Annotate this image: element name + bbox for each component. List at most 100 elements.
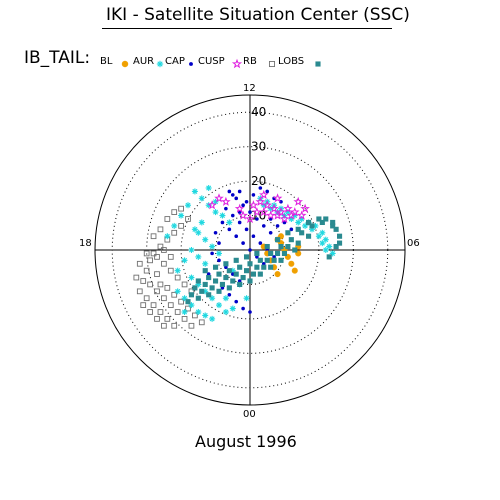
point-cusp bbox=[248, 310, 252, 314]
point-orbit-track bbox=[250, 271, 257, 277]
point-orbit-track bbox=[336, 233, 343, 239]
point-orbit-track bbox=[206, 292, 212, 298]
point-lobs bbox=[157, 226, 164, 233]
point-cusp bbox=[234, 234, 239, 239]
point-orbit-track bbox=[188, 292, 195, 298]
point-cusp bbox=[251, 234, 256, 239]
point-orbit-track bbox=[185, 299, 191, 305]
point-cap bbox=[195, 253, 202, 260]
legend-symbol-dot bbox=[189, 62, 193, 66]
point-cusp bbox=[261, 224, 266, 228]
point-cusp bbox=[237, 189, 242, 194]
point-cap bbox=[216, 250, 222, 257]
point-cap bbox=[185, 202, 191, 209]
point-cap bbox=[181, 309, 188, 315]
point-cap bbox=[198, 195, 205, 202]
legend-entry-bl: BL bbox=[100, 56, 113, 67]
point-orbit-track bbox=[316, 216, 322, 222]
point-lobs bbox=[171, 229, 178, 236]
point-orbit-track bbox=[199, 288, 205, 294]
point-rb bbox=[293, 196, 304, 206]
point-orbit-track bbox=[226, 268, 232, 274]
series-lobs bbox=[133, 205, 205, 329]
clock-label-top: 12 bbox=[243, 83, 256, 94]
point-lobs bbox=[143, 250, 150, 257]
point-cusp bbox=[217, 258, 221, 263]
point-orbit-track bbox=[216, 288, 222, 294]
point-orbit-track bbox=[333, 243, 339, 250]
point-cusp bbox=[227, 292, 232, 297]
date-label: August 1996 bbox=[195, 432, 297, 451]
point-lobs bbox=[181, 281, 188, 288]
point-orbit-track bbox=[237, 281, 243, 288]
point-cap bbox=[174, 288, 181, 295]
point-lobs bbox=[143, 267, 150, 274]
point-cusp bbox=[241, 241, 245, 245]
point-lobs bbox=[178, 223, 184, 229]
point-orbit-track bbox=[247, 261, 253, 267]
point-lobs bbox=[140, 278, 147, 284]
point-orbit-track bbox=[254, 264, 260, 270]
point-lobs bbox=[174, 274, 181, 281]
series-aur bbox=[260, 233, 302, 278]
point-orbit-track bbox=[257, 257, 263, 263]
clock-label-left: 18 bbox=[79, 238, 92, 249]
point-cap bbox=[319, 240, 326, 247]
point-cap bbox=[171, 222, 178, 229]
point-lobs bbox=[167, 267, 174, 274]
point-orbit-track bbox=[305, 219, 312, 226]
point-rb bbox=[279, 213, 290, 224]
point-cusp bbox=[244, 227, 249, 232]
point-orbit-track bbox=[299, 230, 305, 236]
point-orbit-track bbox=[268, 264, 274, 270]
point-orbit-track bbox=[226, 285, 232, 291]
plot-marks bbox=[133, 185, 343, 329]
point-cusp bbox=[220, 220, 225, 225]
point-cap bbox=[212, 209, 219, 216]
point-cusp bbox=[217, 241, 221, 245]
legend-entry-aur: AUR bbox=[133, 56, 155, 67]
point-rb bbox=[296, 210, 307, 220]
point-cusp bbox=[230, 213, 235, 218]
clock-label-right: 06 bbox=[407, 238, 420, 249]
point-cap bbox=[226, 219, 233, 226]
point-cap bbox=[198, 219, 205, 226]
point-orbit-track bbox=[271, 257, 277, 263]
point-lobs bbox=[171, 291, 178, 298]
point-lobs bbox=[164, 316, 171, 322]
point-cusp bbox=[244, 199, 249, 204]
point-lobs bbox=[178, 205, 184, 212]
point-orbit-track bbox=[233, 257, 239, 263]
point-cusp bbox=[241, 203, 245, 208]
page-title: IKI - Satellite Situation Center (SSC) bbox=[106, 5, 410, 25]
point-orbit-track bbox=[219, 281, 226, 288]
point-cusp bbox=[255, 217, 259, 221]
point-orbit-track bbox=[336, 240, 343, 246]
point-lobs bbox=[164, 216, 171, 222]
point-cap bbox=[243, 295, 250, 302]
point-lobs bbox=[185, 305, 191, 312]
series-orbit-tracks bbox=[185, 216, 343, 305]
point-lobs bbox=[167, 302, 174, 308]
point-orbit-track bbox=[216, 271, 222, 277]
point-orbit-track bbox=[292, 247, 298, 253]
point-lobs bbox=[161, 260, 167, 267]
legend-entry-rb: RB bbox=[243, 56, 257, 67]
point-cusp bbox=[258, 186, 263, 190]
point-cap bbox=[188, 274, 195, 281]
point-orbit-track bbox=[240, 274, 246, 281]
point-rb bbox=[283, 203, 293, 213]
point-orbit-track bbox=[323, 216, 329, 222]
legend-symbol-star bbox=[231, 58, 243, 69]
point-rb bbox=[269, 203, 279, 213]
point-cap bbox=[178, 212, 185, 219]
point-lobs bbox=[171, 209, 178, 215]
point-lobs bbox=[140, 302, 147, 308]
point-lobs bbox=[147, 281, 153, 288]
point-rb bbox=[262, 200, 272, 210]
point-cap bbox=[322, 236, 329, 243]
point-orbit-track bbox=[288, 237, 294, 243]
legend-symbol-sun bbox=[121, 60, 129, 68]
legend-symbol-asterisk bbox=[156, 60, 164, 68]
point-cusp bbox=[241, 306, 245, 311]
